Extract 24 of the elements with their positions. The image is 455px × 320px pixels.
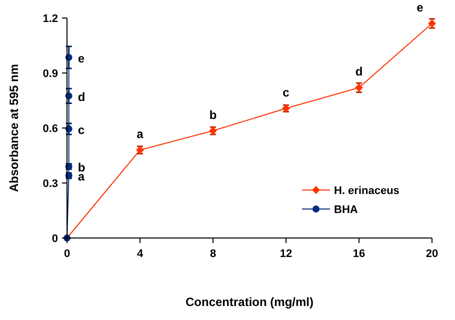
x-tick-label: 20 (426, 248, 438, 260)
annotation: b (78, 160, 86, 174)
annotation: d (78, 90, 86, 104)
annotation: a (136, 127, 144, 141)
annotation: b (209, 108, 217, 122)
annotation: d (355, 64, 363, 79)
y-tick-label: 0 (52, 233, 58, 245)
annotation: e (416, 0, 424, 14)
x-tick-label: 12 (280, 248, 292, 260)
annotation: c (282, 85, 290, 100)
x-tick-label: 0 (64, 248, 70, 260)
x-tick-label: 8 (210, 248, 216, 260)
y-tick-label: 0.6 (42, 123, 58, 135)
y-tick-label: 0.9 (42, 68, 58, 80)
legend-label: H. erinaceus (334, 185, 400, 197)
annotation: c (78, 122, 85, 137)
annotation: e (78, 51, 85, 66)
x-tick-label: 4 (136, 248, 144, 260)
x-axis-title: Concentration (mg/ml) (186, 295, 314, 309)
y-tick-label: 1.2 (42, 13, 58, 25)
y-tick-label: 0.3 (42, 178, 58, 190)
y-axis-title: Absorbance at 595 nm (7, 64, 21, 192)
legend-label: BHA (334, 204, 358, 216)
x-tick-label: 16 (352, 248, 366, 260)
